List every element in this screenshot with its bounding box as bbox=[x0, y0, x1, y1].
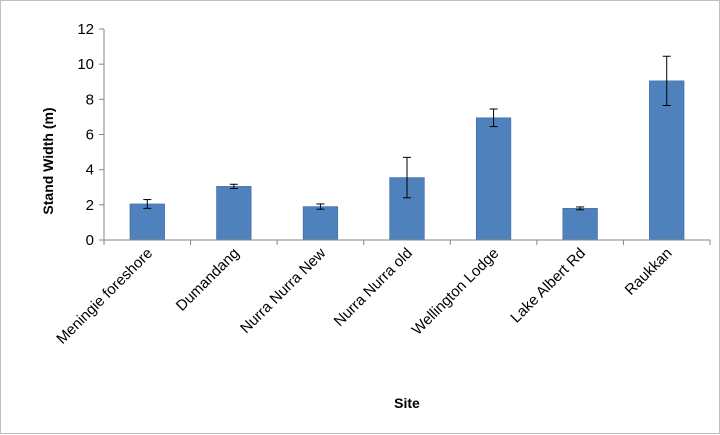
y-tick-label: 0 bbox=[86, 232, 94, 249]
bar bbox=[216, 186, 252, 241]
y-tick-label: 4 bbox=[86, 162, 94, 179]
x-tick-label: Wellington Lodge bbox=[409, 245, 503, 339]
x-tick-label: Dumandang bbox=[173, 245, 243, 315]
y-tick-label: 12 bbox=[77, 21, 94, 38]
y-axis-ticks: 0 2 4 6 8 10 12 bbox=[77, 21, 104, 249]
bars bbox=[129, 80, 685, 241]
error-bars bbox=[143, 55, 671, 211]
bar bbox=[562, 208, 598, 241]
x-tick-label: Lake Albert Rd bbox=[507, 245, 589, 327]
bar bbox=[475, 117, 512, 241]
x-tick-label: Raukkan bbox=[622, 245, 676, 299]
bar bbox=[302, 206, 339, 241]
x-axis-title: Site bbox=[394, 395, 420, 411]
y-tick-label: 8 bbox=[86, 91, 94, 108]
bar bbox=[649, 80, 685, 241]
y-axis-title: Stand Width (m) bbox=[40, 107, 56, 214]
bar bbox=[129, 203, 165, 241]
y-tick-label: 6 bbox=[86, 127, 94, 144]
y-tick-label: 2 bbox=[86, 197, 94, 214]
x-tick-label: Nurra Nurra old bbox=[331, 245, 416, 330]
x-tick-label: Meningie foreshore bbox=[53, 245, 156, 348]
y-tick-label: 10 bbox=[77, 56, 94, 73]
x-tick-label: Nurra Nurra New bbox=[237, 245, 329, 337]
